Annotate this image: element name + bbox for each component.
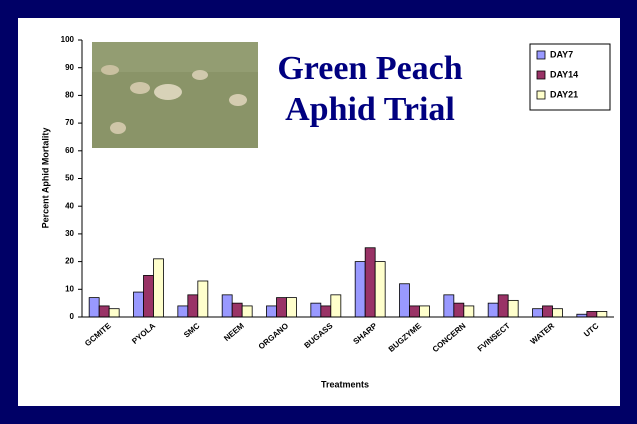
bar — [498, 295, 508, 317]
bar — [464, 306, 474, 317]
y-tick-label: 20 — [65, 257, 74, 266]
legend-swatch — [537, 51, 545, 59]
bar — [222, 295, 232, 317]
bar — [587, 311, 597, 317]
y-tick-label: 100 — [61, 35, 75, 44]
bar — [267, 306, 277, 317]
bar — [400, 284, 410, 317]
bar — [533, 309, 543, 317]
legend-label: DAY14 — [550, 69, 578, 79]
page: Green PeachAphid Trial Treatments Percen… — [0, 0, 637, 424]
bar — [99, 306, 109, 317]
bar — [311, 303, 321, 317]
bar — [232, 303, 242, 317]
bar — [287, 298, 297, 317]
aphid — [130, 82, 150, 94]
bar — [89, 298, 99, 317]
legend-swatch — [537, 71, 545, 79]
bar — [375, 262, 385, 317]
legend-label: DAY21 — [550, 89, 578, 99]
bar — [134, 292, 144, 317]
chart: Green PeachAphid Trial Treatments Percen… — [0, 0, 637, 424]
bar — [420, 306, 430, 317]
bar — [553, 309, 563, 317]
aphid — [192, 70, 208, 80]
bar — [242, 306, 252, 317]
bar — [355, 262, 365, 317]
y-tick-label: 50 — [65, 174, 74, 183]
y-tick-label: 10 — [65, 284, 74, 293]
y-tick-label: 70 — [65, 118, 74, 127]
bar — [198, 281, 208, 317]
bar — [178, 306, 188, 317]
bar — [144, 275, 154, 317]
bar — [321, 306, 331, 317]
y-tick-label: 30 — [65, 229, 74, 238]
bar — [109, 309, 119, 317]
x-axis-label: Treatments — [321, 379, 369, 389]
bar — [365, 248, 375, 317]
bar — [410, 306, 420, 317]
bar — [508, 300, 518, 317]
aphid — [229, 94, 247, 106]
photo — [92, 42, 258, 148]
bar — [188, 295, 198, 317]
aphid — [101, 65, 119, 75]
bar — [543, 306, 553, 317]
bar — [597, 311, 607, 317]
y-tick-label: 60 — [65, 146, 74, 155]
bar — [488, 303, 498, 317]
y-tick-label: 40 — [65, 201, 74, 210]
bar — [454, 303, 464, 317]
y-tick-label: 90 — [65, 63, 74, 72]
y-axis-label: Percent Aphid Mortality — [40, 128, 50, 229]
legend-label: DAY7 — [550, 49, 573, 59]
y-tick-label: 80 — [65, 91, 74, 100]
y-tick-label: 0 — [70, 312, 75, 321]
bar — [444, 295, 454, 317]
aphid — [110, 122, 126, 134]
bar — [331, 295, 341, 317]
bar — [154, 259, 164, 317]
legend-swatch — [537, 91, 545, 99]
bar — [277, 298, 287, 317]
aphid — [154, 84, 182, 100]
